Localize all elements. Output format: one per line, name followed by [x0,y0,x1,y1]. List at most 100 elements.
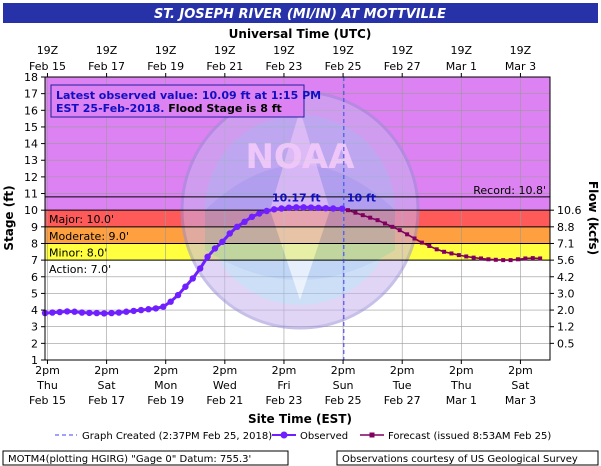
top-tick-label-date: Feb 23 [265,60,302,73]
footer-right: Observations courtesy of US Geological S… [342,454,578,465]
forecast-point [375,218,380,223]
observed-point [226,230,233,237]
right-tick-label: 5.6 [557,254,575,267]
forecast-point [419,240,424,245]
forecast-point [405,232,410,237]
forecast-series [340,206,543,263]
observed-point [196,265,204,272]
top-tick-label-time: 19Z [510,44,532,57]
top-tick-label-time: 19Z [96,44,118,57]
y-tick-label: 10 [24,204,38,217]
forecast-point [515,257,520,262]
bottom-tick-label-date: Feb 21 [206,394,243,407]
top-tick-label-time: 19Z [37,44,59,57]
bottom-axis-ticks: 2pm Thu Feb 15 2pm Sat Feb 17 2pm Mon Feb 19 2pm W… [29,360,536,407]
bottom-tick-label-date: Mar 3 [505,394,536,407]
observed-point [108,309,115,317]
observed-point [285,204,293,211]
top-tick-label-time: 19Z [332,44,354,57]
observed-point [248,213,256,221]
observed-point [256,210,263,217]
bottom-tick-label-date: Feb 17 [88,394,125,407]
forecast-point [508,258,513,263]
forecast-point [501,258,506,263]
bottom-tick-label-date: Feb 23 [265,394,302,407]
observed-point [233,223,241,231]
forecast-point [397,228,402,233]
observed-point [241,218,248,226]
forecast-point [493,257,498,262]
watermark-text: NOAA [245,137,355,177]
y-tick-label: 6 [31,271,38,284]
title-bar [3,3,598,23]
y-tick-label: 14 [24,138,38,151]
top-tick-label-date: Feb 25 [325,60,362,73]
legend-observed-marker [280,431,288,439]
bottom-tick-label-day: Sun [333,379,354,392]
bottom-tick-label-time: 2pm [153,364,178,377]
noaa-watermark: NOAA [180,90,420,330]
threshold-label: Minor: 8.0' [49,246,107,259]
footer-left: MOTM4(plotting HGIRG) "Gage 0" Datum: 75… [8,454,251,465]
observed-point [160,303,167,310]
forecast-point [360,213,365,218]
forecast-point [449,251,454,256]
forecast-point [368,215,373,220]
threshold-label-record: Record: 10.8' [473,184,546,197]
observed-point [56,308,63,316]
bottom-axis-label: Site Time (EST) [248,412,352,426]
forecast-point [353,210,358,215]
observed-point [278,205,285,212]
bottom-tick-label-time: 2pm [331,364,356,377]
crest-label: 10.17 ft [272,191,321,204]
bottom-tick-label-day: Thu [36,379,58,392]
observed-series [41,204,346,317]
footer-left-box [2,450,289,466]
bottom-tick-label-day: Fri [277,379,290,392]
forecast-point [427,243,432,248]
latest-value-line2: EST 25-Feb-2018. Flood Stage is 8 ft [56,102,282,115]
threshold-label: Action: 7.0' [49,263,111,276]
top-tick-label-date: Mar 1 [446,60,477,73]
y-tick-label: 12 [24,171,38,184]
y-tick-label: 4 [31,304,38,317]
forecast-point [434,247,439,252]
top-tick-label-date: Feb 21 [206,60,243,73]
right-tick-label: 1.2 [557,321,575,334]
y-tick-label: 13 [24,154,38,167]
threshold-label: Major: 10.0' [49,213,114,226]
bottom-tick-label-day: Sat [511,379,530,392]
bottom-tick-label-date: Mar 1 [446,394,477,407]
y-tick-label: 17 [24,88,38,101]
y-tick-label: 11 [24,188,38,201]
observed-point [86,309,93,317]
latest-value-box [50,84,305,118]
bottom-tick-label-time: 2pm [94,364,119,377]
observed-point [300,204,307,211]
footer-right-box [336,450,599,466]
observed-point [115,309,123,316]
bottom-tick-label-day: Tue [392,379,412,392]
top-tick-label-time: 19Z [391,44,413,57]
y-tick-label: 18 [24,71,38,84]
y-tick-label: 2 [31,337,38,350]
right-tick-label: 10.6 [557,204,582,217]
observed-point [293,204,300,211]
forecast-crest-label: 10 ft [347,192,376,205]
bottom-tick-label-date: Feb 25 [325,394,362,407]
bottom-tick-label-time: 2pm [508,364,533,377]
top-tick-label-time: 19Z [273,44,295,57]
y-tick-label: 15 [24,121,38,134]
legend-created-label: Graph Created (2:37PM Feb 25, 2018) [82,431,272,442]
y-tick-label: 5 [31,287,38,300]
bottom-tick-label-day: Mon [154,379,177,392]
top-axis-ticks: 19Z Feb 15 19Z Feb 17 19Z Feb 19 19Z Feb 21 19Z F… [29,44,536,77]
bottom-tick-label-time: 2pm [390,364,415,377]
chart-title: ST. JOSEPH RIVER (MI/IN) AT MOTTVILLE [154,7,446,22]
flood-stage-note: Flood Stage is 8 ft [164,102,281,115]
top-tick-label-date: Feb 15 [29,60,66,73]
observed-point [182,283,189,290]
threshold-label: Moderate: 9.0' [49,230,129,243]
y-tick-label: 1 [31,354,38,367]
